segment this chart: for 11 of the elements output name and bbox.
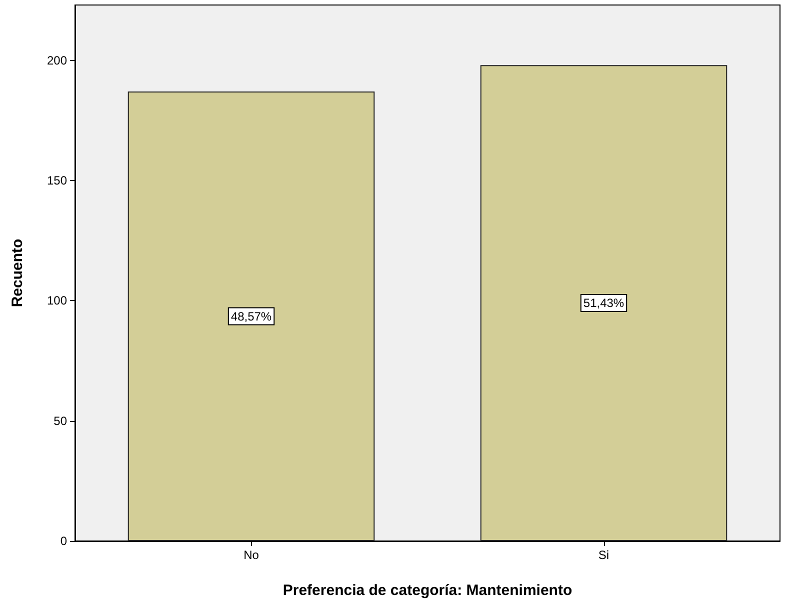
x-tick-label: No [244, 548, 260, 562]
y-tick-label: 0 [60, 534, 68, 548]
y-tick-label: 200 [46, 53, 68, 68]
y-axis-title: Recuento [9, 238, 26, 308]
x-tick-label: Si [598, 548, 610, 562]
annotation: 51,43% [583, 296, 624, 310]
y-tick-label: 150 [46, 173, 68, 188]
y-tick-label: 50 [54, 414, 68, 428]
x-axis-title: Preferencia de categoría: Mantenimiento [282, 582, 572, 599]
y-tick-label: 100 [46, 294, 68, 308]
annotation: 48,57% [230, 309, 272, 324]
